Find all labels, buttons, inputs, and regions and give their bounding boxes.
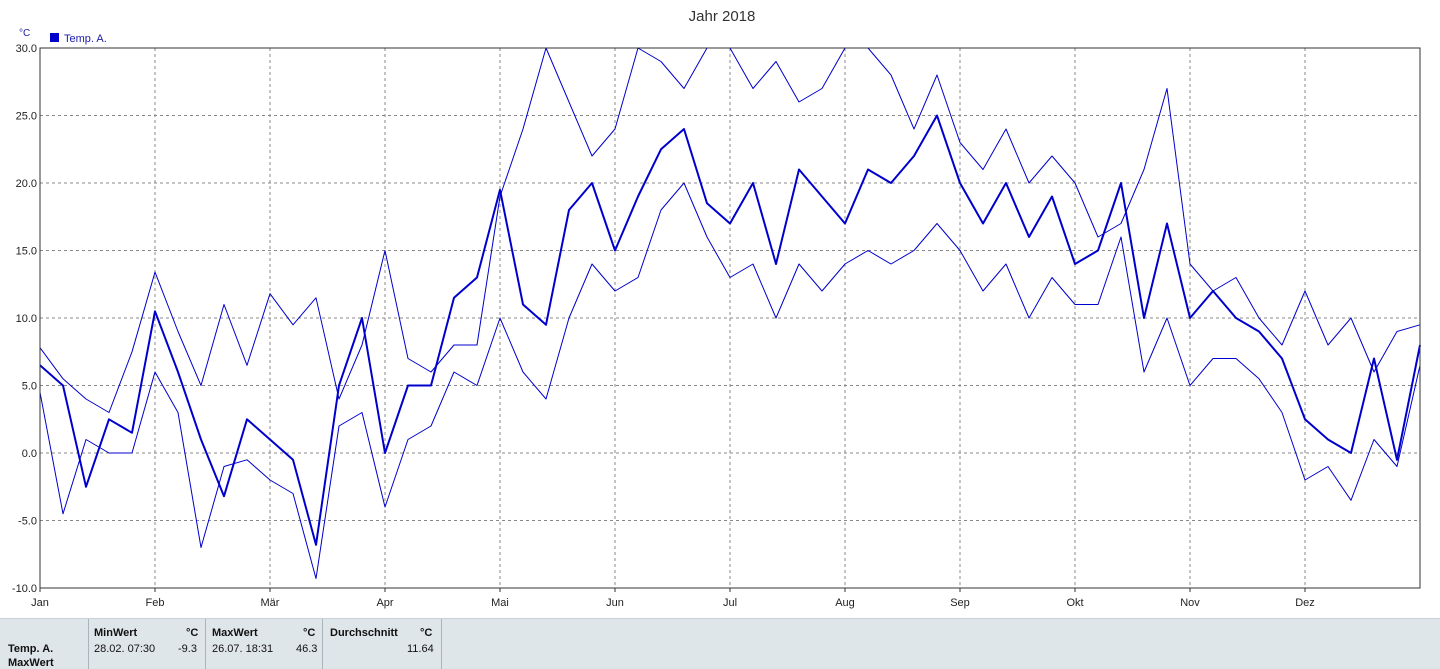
grid-lines [40,48,1420,588]
y-tick-label: 10.0 [16,313,37,325]
max-header: MaxWert [212,627,258,639]
x-tick-label: Mai [491,597,509,609]
max-time: 26.07. 18:31 [212,643,274,655]
x-tick-label: Mär [261,597,280,609]
statistics-footer: Temp. A. MaxWert MinWert °C 28.02. 07:30… [0,618,1440,669]
average-cell: Durchschnitt °C 11.64 [323,619,441,669]
min-header: MinWert [94,627,138,639]
y-tick-label: 0.0 [22,448,37,460]
average-header: Durchschnitt [330,627,398,639]
x-tick-label: Jul [723,597,737,609]
x-tick-label: Dez [1295,597,1315,609]
chart-title: Jahr 2018 [689,8,756,25]
y-tick-label: 15.0 [16,246,37,258]
x-tick-labels: Jan Feb Mär Apr Mai Jun Jul Aug Sep Okt Nov Dez [31,588,1315,609]
y-unit-label: °C [19,28,30,39]
footer-row-labels: Temp. A. MaxWert [0,619,88,669]
min-unit: °C [186,627,199,639]
x-tick-label: Sep [950,597,970,609]
x-tick-label: Apr [376,597,393,609]
plot-frame [39,47,1421,589]
x-tick-label: Nov [1180,597,1200,609]
max-value: 46.3 [296,643,318,655]
y-tick-label: 5.0 [22,381,37,393]
min-value-cell: MinWert °C 28.02. 07:30 -9.3 [89,619,205,669]
min-value: -9.3 [178,643,197,655]
temperature-chart: Jahr 2018 °C Temp. A. 30.0 25.0 20.0 15.0 10… [12,8,1421,609]
x-tick-label: Okt [1066,597,1083,609]
legend-swatch [50,33,59,42]
y-tick-labels: 30.0 25.0 20.0 15.0 10.0 5.0 0.0 -5.0 -10.0 [12,43,37,595]
max-value-cell: MaxWert °C 26.07. 18:31 46.3 [206,619,322,669]
legend-label: Temp. A. [64,33,107,45]
average-value: 11.64 [407,643,434,655]
y-tick-label: -10.0 [12,583,37,595]
x-tick-label: Aug [835,597,855,609]
y-tick-label: -5.0 [18,516,37,528]
max-unit: °C [303,627,316,639]
series-line-min [39,182,1421,579]
x-tick-label: Feb [146,597,165,609]
x-tick-label: Jan [31,597,49,609]
y-tick-label: 20.0 [16,178,37,190]
sensor-label: Temp. A. [8,643,54,655]
average-unit: °C [420,627,433,639]
x-tick-label: Jun [606,597,624,609]
series-line-mean [39,114,1421,546]
min-time: 28.02. 07:30 [94,643,156,655]
y-tick-label: 25.0 [16,111,37,123]
row-label-maxwert: MaxWert [8,657,54,669]
y-tick-label: 30.0 [16,43,37,55]
